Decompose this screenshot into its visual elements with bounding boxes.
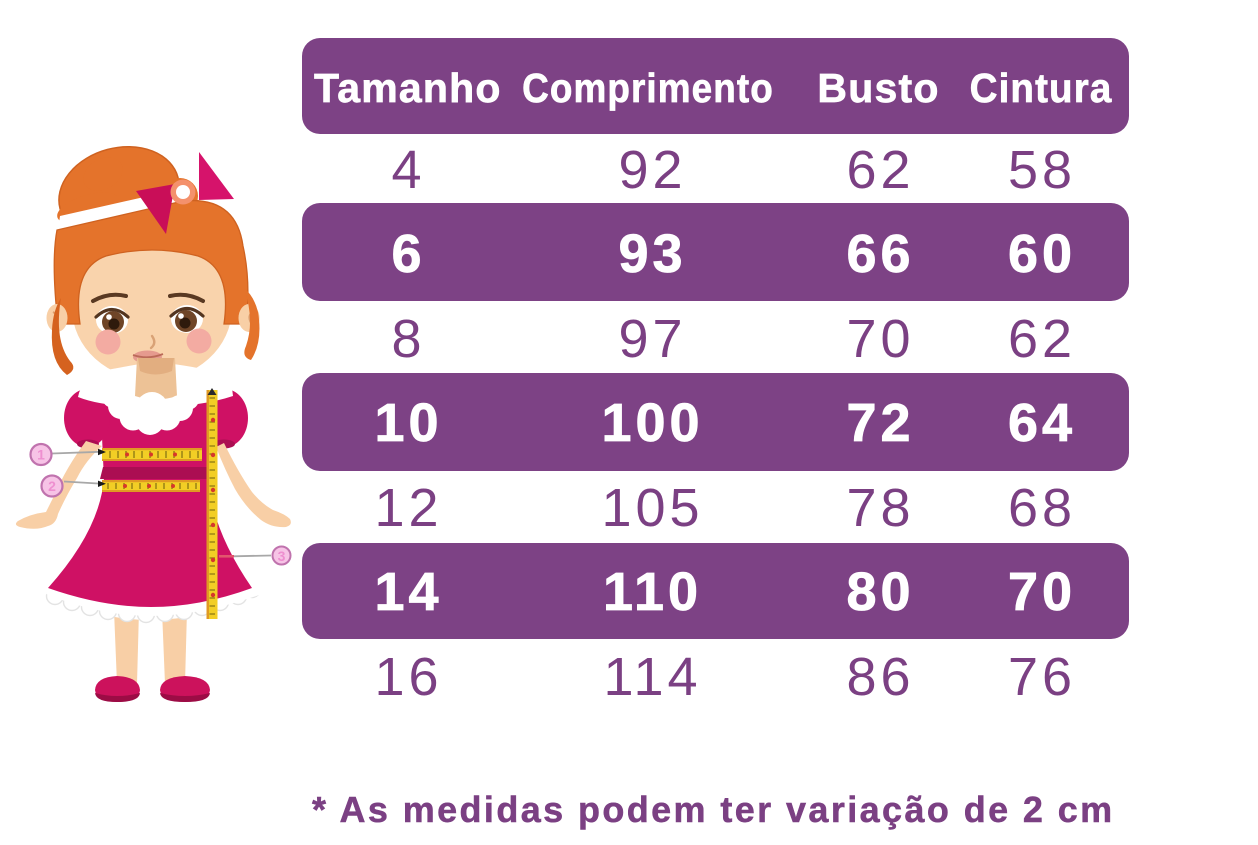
svg-text:3: 3 bbox=[278, 548, 286, 564]
svg-text:1: 1 bbox=[37, 447, 45, 463]
svg-text:2: 2 bbox=[48, 478, 56, 494]
